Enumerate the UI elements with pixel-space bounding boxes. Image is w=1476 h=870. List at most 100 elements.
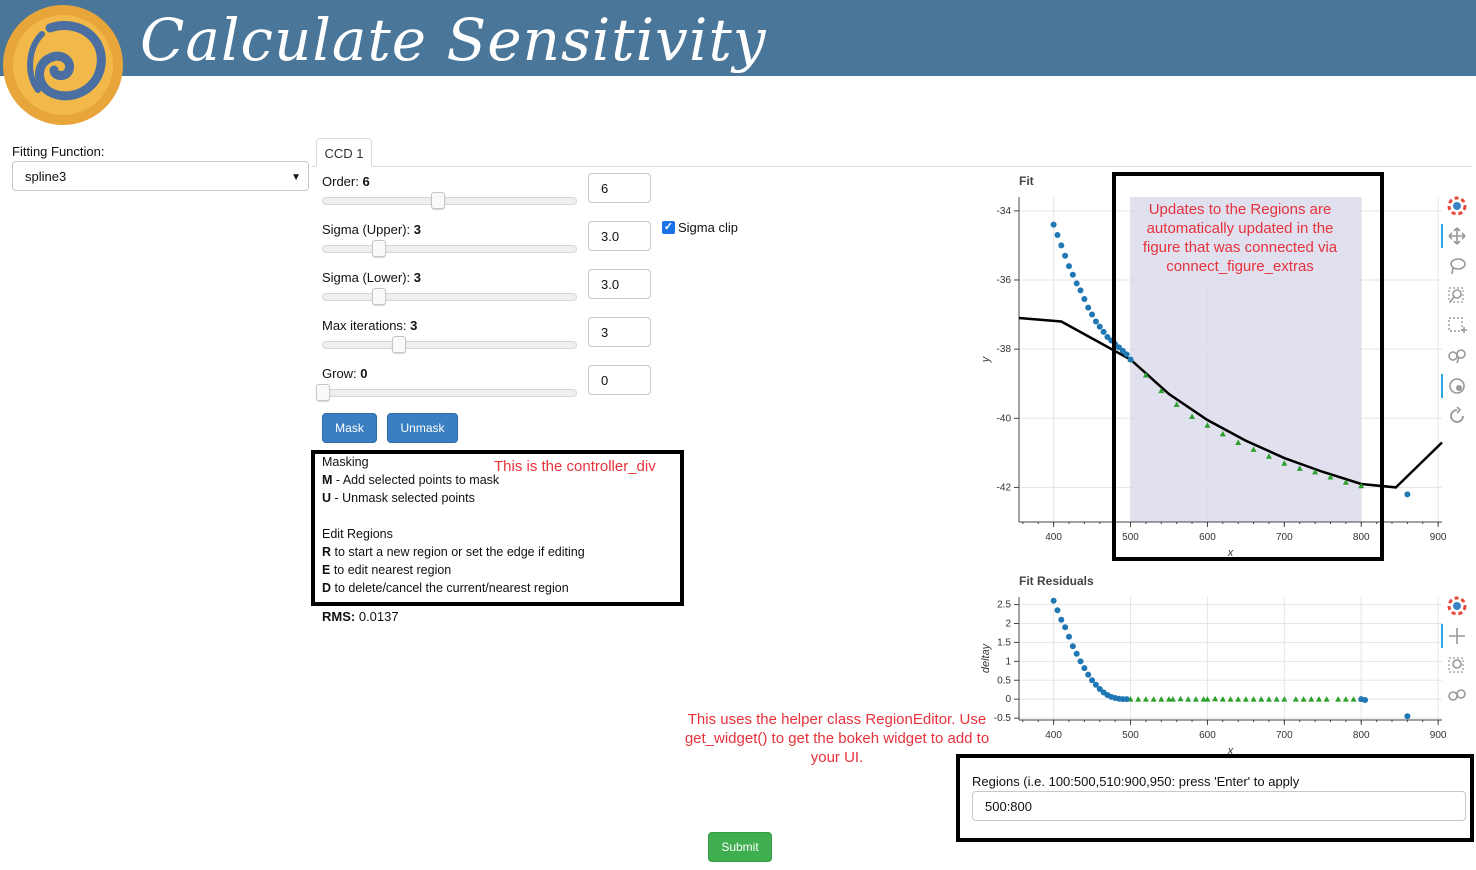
masked-point — [1212, 695, 1219, 702]
data-point — [1054, 232, 1061, 239]
masked-point — [1315, 696, 1322, 702]
masked-point — [1235, 696, 1242, 702]
active-tool-marker-2 — [1441, 374, 1443, 398]
sigma-lower-slider-handle[interactable] — [372, 288, 386, 305]
x-tick-label: 600 — [1199, 532, 1216, 543]
data-point — [1073, 280, 1080, 287]
data-point — [1062, 252, 1069, 259]
order-slider-handle[interactable] — [431, 192, 445, 209]
sigma-lower-slider[interactable] — [322, 293, 577, 301]
help-region-d: D to delete/cancel the current/nearest r… — [322, 581, 569, 595]
help-region-d-text: to delete/cancel the current/nearest reg… — [331, 581, 569, 595]
masked-point — [1135, 696, 1142, 702]
data-point — [1100, 328, 1107, 335]
y-tick-label: 2.5 — [997, 600, 1011, 611]
data-point — [1096, 323, 1103, 330]
sigma-lower-input[interactable]: 3.0 — [588, 269, 651, 299]
masked-point — [1185, 696, 1192, 702]
sigma-upper-input[interactable]: 3.0 — [588, 221, 651, 251]
data-point — [1058, 242, 1065, 249]
data-point — [1065, 633, 1072, 640]
order-value: 6 — [362, 174, 370, 189]
rms-readout: RMS: 0.0137 — [322, 609, 399, 624]
x-tick-label: 700 — [1276, 532, 1293, 543]
masked-point — [1192, 696, 1199, 702]
data-point — [1077, 287, 1084, 294]
data-point — [1096, 685, 1103, 692]
regions-note-line-1: Updates to the Regions are — [1148, 201, 1332, 218]
box-zoom-icon-2[interactable] — [1447, 656, 1467, 676]
max-iterations-slider[interactable] — [322, 341, 577, 349]
chevron-down-icon: ▼ — [291, 172, 301, 183]
sigma-clip-checkbox[interactable]: ✓ — [662, 221, 675, 234]
bokeh-logo-icon-2[interactable] — [1447, 596, 1467, 616]
edit-regions-title: Edit Regions — [322, 527, 393, 541]
fitting-function-select[interactable]: spline3 ▼ — [12, 161, 309, 191]
fit-plot[interactable]: 400 500 600 700 800 900 -34 -36 -38 -40 -42 Fit y x — [980, 174, 1447, 559]
regions-widget-highlight — [956, 754, 1474, 842]
masked-point — [1165, 696, 1172, 702]
help-unmask-text: - Unmask selected points — [331, 491, 475, 505]
sigma-clip-label: Sigma clip — [678, 220, 738, 235]
masked-point — [1250, 446, 1257, 452]
regions-input[interactable]: 500:800 — [972, 791, 1466, 821]
controller-div-highlight — [311, 450, 684, 606]
data-point — [1081, 295, 1088, 302]
submit-button[interactable]: Submit — [708, 832, 772, 862]
masked-point — [1204, 422, 1211, 428]
sigma-lower-label: Sigma (Lower): 3 — [322, 270, 421, 285]
reset-icon[interactable] — [1447, 406, 1467, 426]
help-region-r: R to start a new region or set the edge … — [322, 545, 585, 559]
sigma-upper-slider-handle[interactable] — [372, 240, 386, 257]
y-tick-label: 0 — [1005, 694, 1011, 705]
box-zoom-icon[interactable] — [1447, 286, 1467, 306]
plot-title: Fit Residuals — [1019, 574, 1094, 588]
max-iterations-input[interactable]: 3 — [588, 317, 651, 347]
regions-note-line-3: figure that was connected via — [1142, 239, 1338, 256]
masked-point — [1265, 696, 1272, 702]
fit-line — [1018, 316, 1443, 489]
data-point — [1089, 677, 1096, 684]
order-input[interactable]: 6 — [588, 173, 651, 203]
wheel-zoom-icon-2[interactable] — [1447, 686, 1467, 706]
key-u: U — [322, 491, 332, 505]
tap-icon[interactable] — [1447, 376, 1467, 396]
tab-ccd1[interactable]: CCD 1 — [316, 138, 372, 167]
box-select-icon[interactable] — [1447, 316, 1467, 336]
pan-icon[interactable] — [1447, 226, 1467, 246]
masked-point — [1327, 474, 1334, 480]
mask-button[interactable]: Mask — [322, 413, 377, 443]
masking-title: Masking — [322, 455, 369, 469]
regions-note-line-2: automatically updated in the — [1146, 220, 1334, 237]
x-tick-label: 400 — [1045, 730, 1062, 741]
order-slider[interactable] — [322, 197, 577, 205]
grow-slider[interactable] — [322, 389, 577, 397]
unmask-button[interactable]: Unmask — [387, 413, 458, 443]
grow-input[interactable]: 0 — [588, 365, 651, 395]
masked-point — [1342, 479, 1349, 485]
masked-point — [1242, 696, 1249, 702]
masked-point — [1300, 696, 1307, 702]
grow-value: 0 — [360, 366, 368, 381]
masked-point — [1219, 696, 1226, 702]
grow-slider-handle[interactable] — [316, 384, 330, 401]
key-d: D — [322, 581, 332, 595]
pan-icon-2[interactable] — [1447, 626, 1467, 646]
x-tick-label: 900 — [1430, 532, 1447, 543]
x-tick-label: 800 — [1353, 730, 1370, 741]
lasso-select-icon[interactable] — [1447, 256, 1467, 276]
data-point — [1092, 681, 1099, 688]
max-iterations-slider-handle[interactable] — [392, 336, 406, 353]
regions-update-note: Updates to the Regions are automatically… — [1118, 200, 1362, 276]
max-iterations-value: 3 — [410, 318, 418, 333]
y-tick-label: 1 — [1005, 656, 1011, 667]
sigma-upper-slider[interactable] — [322, 245, 577, 253]
max-iterations-label: Max iterations: 3 — [322, 318, 417, 333]
regions-note-line-4: connect_figure_extras — [1166, 258, 1314, 275]
fit-residuals-plot[interactable]: 400 500 600 700 800 900 2.5 2 1.5 1 0.5 0 -0.5 Fit Re… — [980, 574, 1447, 757]
page-title: Calculate Sensitivity — [140, 6, 767, 74]
y-tick-label: 0.5 — [997, 675, 1011, 686]
wheel-zoom-icon[interactable] — [1447, 346, 1467, 366]
masked-point — [1177, 695, 1184, 702]
bokeh-logo-icon[interactable] — [1447, 196, 1467, 216]
